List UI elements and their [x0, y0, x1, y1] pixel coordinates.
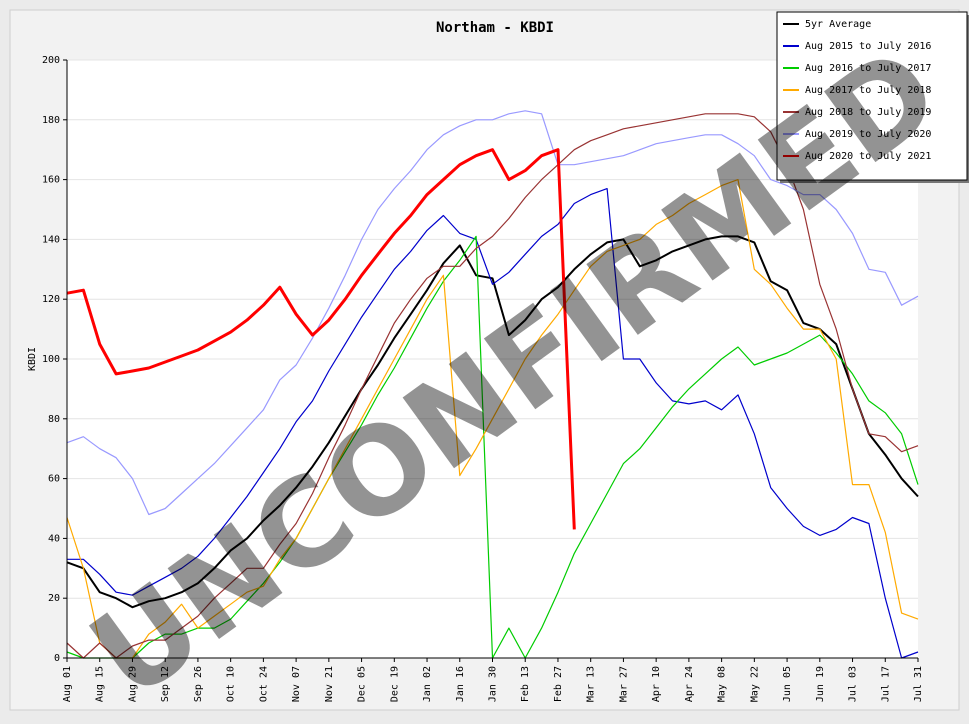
- x-tick-label: May 08: [717, 666, 728, 702]
- legend-label: Aug 2020 to July 2021: [805, 151, 931, 162]
- x-tick-label: Aug 29: [127, 666, 138, 702]
- y-tick-label: 140: [42, 234, 60, 245]
- series-line: [66, 235, 919, 609]
- y-tick-label: 40: [48, 533, 60, 544]
- x-tick-label: Feb 27: [553, 666, 564, 702]
- x-tick-label: Dec 19: [389, 666, 400, 702]
- y-tick-label: 200: [42, 55, 60, 66]
- x-tick-label: Nov 07: [291, 666, 302, 702]
- x-tick-label: Jul 17: [880, 666, 891, 702]
- legend: [776, 11, 968, 181]
- y-tick-label: 0: [54, 653, 60, 664]
- x-tick-label: Jan 02: [422, 666, 433, 702]
- x-tick-label: Feb 13: [520, 666, 531, 702]
- x-tick-label: Aug 01: [62, 666, 73, 702]
- legend-label: Aug 2017 to July 2018: [805, 85, 931, 96]
- series-line: [66, 148, 576, 530]
- y-tick-label: 120: [42, 294, 60, 305]
- y-tick-label: 80: [48, 414, 60, 425]
- series-line: [66, 113, 919, 659]
- x-tick-label: Jul 31: [913, 666, 924, 702]
- legend-label: Aug 2018 to July 2019: [805, 107, 931, 118]
- y-axis-label: KBDI: [27, 347, 38, 371]
- x-tick-label: Mar 13: [586, 666, 597, 702]
- x-tick-label: Oct 24: [258, 666, 269, 702]
- legend-label: 5yr Average: [805, 19, 871, 30]
- x-tick-label: Jun 19: [815, 666, 826, 702]
- series-line: [67, 188, 919, 659]
- x-tick-label: Sep 26: [193, 666, 204, 702]
- x-tick-label: Aug 15: [95, 666, 106, 702]
- legend-label: Aug 2019 to July 2020: [805, 129, 931, 140]
- chart-title: Northam - KBDI: [436, 20, 554, 36]
- x-tick-label: Jul 03: [848, 666, 859, 702]
- y-tick-label: 180: [42, 115, 60, 126]
- x-tick-label: Jun 05: [782, 666, 793, 702]
- x-tick-label: Apr 10: [651, 666, 662, 702]
- legend-label: Aug 2015 to July 2016: [805, 41, 931, 52]
- y-tick-label: 100: [42, 354, 60, 365]
- x-tick-label: Apr 24: [684, 666, 695, 702]
- x-tick-label: Jan 30: [488, 666, 499, 702]
- x-tick-label: Dec 05: [357, 666, 368, 702]
- x-tick-label: Mar 27: [618, 666, 629, 702]
- x-tick-label: Nov 21: [324, 666, 335, 702]
- x-tick-label: May 22: [749, 666, 760, 702]
- y-tick-label: 20: [48, 593, 60, 604]
- legend-label: Aug 2016 to July 2017: [805, 63, 931, 74]
- y-tick-label: 160: [42, 175, 60, 186]
- x-tick-label: Jan 16: [455, 666, 466, 702]
- series-line: [66, 179, 919, 659]
- x-tick-label: Oct 10: [226, 666, 237, 702]
- y-tick-label: 60: [48, 474, 60, 485]
- x-tick-label: Sep 12: [160, 666, 171, 702]
- series-line: [66, 110, 919, 516]
